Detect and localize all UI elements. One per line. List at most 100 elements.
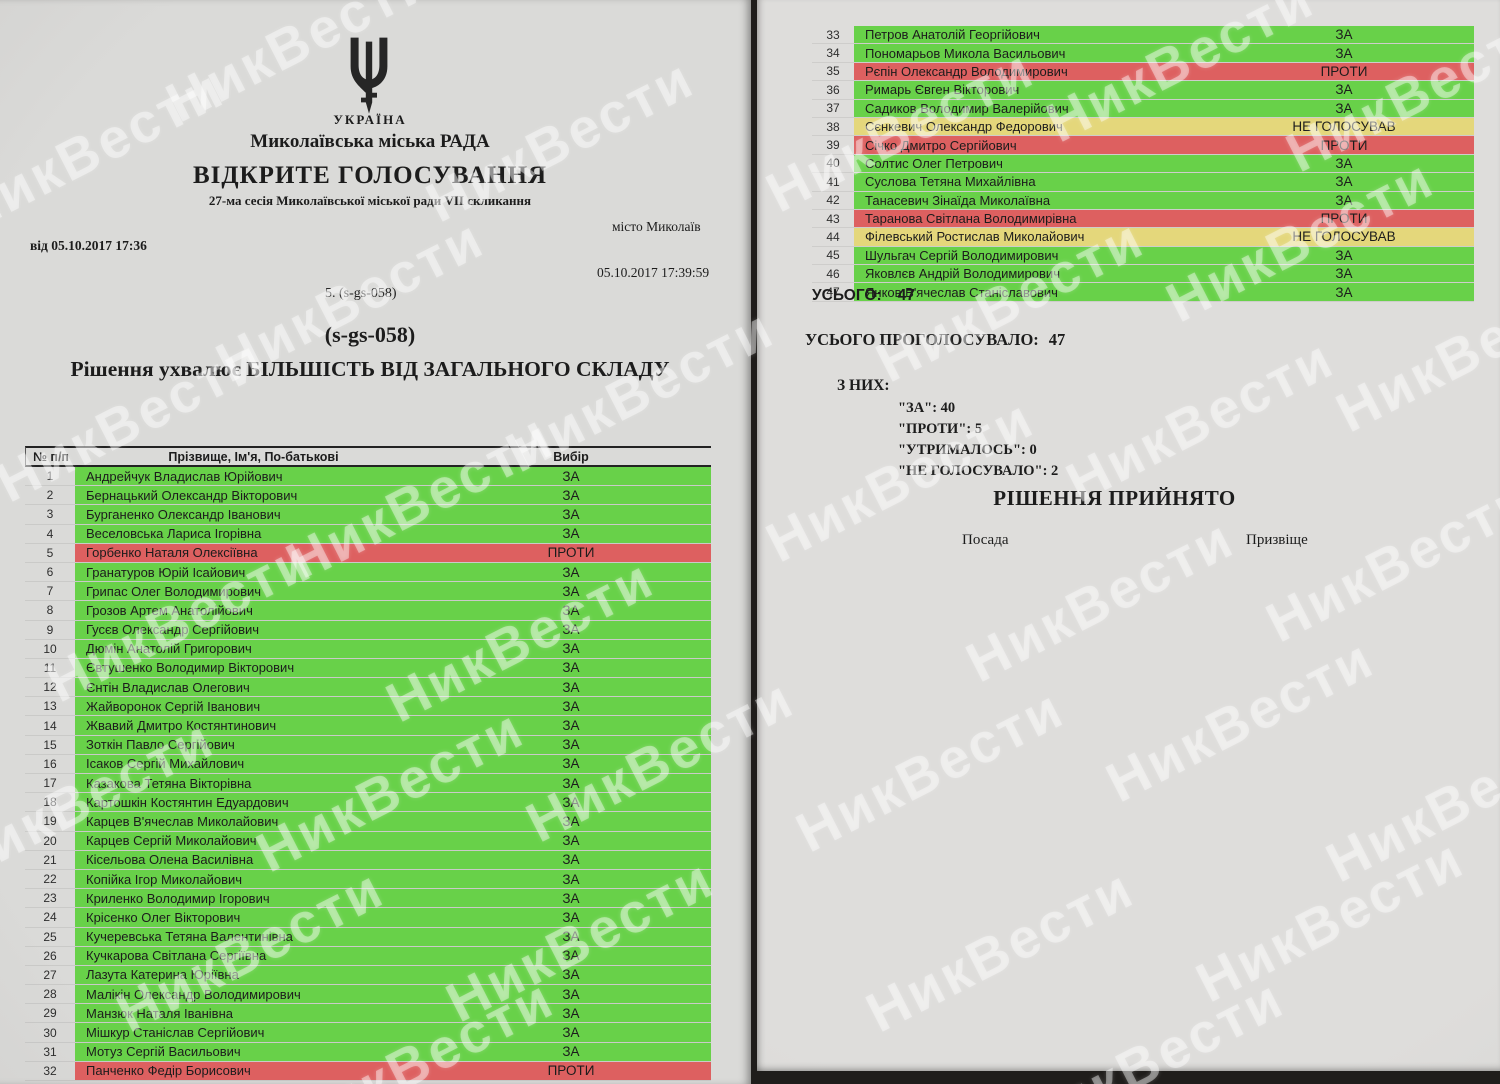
row-number: 19 [43,814,57,829]
highlight-band: Таранова Світлана Володимирівна ПРОТИ [854,209,1474,228]
row-number: 31 [43,1044,57,1059]
vote-value: ЗА [1335,27,1353,43]
deputy-name: Садиков Володимир Валерійович [865,100,1069,116]
deputy-name: Зоткін Павло Сергійович [86,737,235,753]
vote-row: 17 Казакова Тетяна Вікторівна ЗА [25,774,711,794]
deputy-name: Жвавий Дмитро Костянтинович [86,718,277,734]
row-number: 47 [826,285,840,300]
vote-value: ЗА [562,468,580,484]
deputy-name: Сєнкевич Олександр Федорович [865,119,1063,135]
highlight-band: Філевський Ростислав Миколайович НЕ ГОЛОС… [854,228,1474,246]
vote-value: ЗА [562,986,580,1002]
highlight-band: Дюмін Анатолій Григорович ЗА [75,639,711,658]
vote-row: 22 Копійка Ігор Миколайович ЗА [25,869,711,890]
deputy-name: Гусєв Олександр Сергійович [86,622,260,638]
signature-position-label: Посада [962,532,1009,548]
header-choice: Вибір [553,449,589,464]
vote-value: ЗА [562,967,580,983]
vote-row: 21 Кісельова Олена Василівна ЗА [25,850,711,870]
deputy-name: Кісельова Олена Василівна [86,852,254,868]
city-label: місто Миколаїв [612,219,701,234]
row-number: 39 [826,138,840,153]
vote-row: 41 Суслова Тетяна Михайлівна ЗА [812,173,1474,192]
deputy-name: Криленко Володимир Ігорович [86,890,270,906]
highlight-band: Шульгач Сергій Володимирович ЗА [854,246,1474,265]
row-number: 14 [43,718,57,733]
deputy-name: Римарь Євген Вікторович [865,82,1020,98]
vote-value: ЗА [1335,284,1353,300]
row-number: 43 [826,211,840,226]
vote-value: ЗА [562,1025,580,1041]
vote-row: 19 Карцев В'ячеслав Миколайович ЗА [25,812,711,832]
vote-row: 36 Римарь Євген Вікторович ЗА [812,81,1474,100]
vote-value: ЗА [562,564,580,580]
vote-row: 5 Горбенко Наталя Олексіївна ПРОТИ [25,543,711,563]
vote-row: 38 Сєнкевич Олександр Федорович НЕ ГОЛОСУВ… [812,117,1474,137]
row-number: 35 [826,64,840,79]
deputy-name: Картошкін Костянтин Едуардович [86,794,289,810]
vote-value: ЗА [562,756,580,772]
row-number: 33 [826,27,840,42]
highlight-band: Манзюк Наталя Іванівна ЗА [75,1004,711,1023]
highlight-band: Кісельова Олена Василівна ЗА [75,850,711,869]
vote-row: 18 Картошкін Костянтин Едуардович ЗА [25,793,711,813]
deputy-name: Петров Анатолій Георгійович [865,27,1040,43]
row-number: 41 [826,174,840,189]
highlight-band: Рєпін Олександр Володимирович ПРОТИ [854,62,1474,81]
row-number: 8 [46,603,54,618]
highlight-band: Гранатуров Юрій Ісайович ЗА [75,562,711,582]
vote-value: ЗА [562,871,580,887]
highlight-band: Кучкарова Світлана Сергіївна ЗА [75,946,711,965]
vote-value: НЕ ГОЛОСУВАВ [1292,229,1396,245]
row-number: 34 [826,46,840,61]
highlight-band: Лазута Катерина Юріївна ЗА [75,965,711,985]
highlight-band: Сєнкевич Олександр Федорович НЕ ГОЛОСУВАВ [854,117,1474,136]
vote-row: 6 Гранатуров Юрій Ісайович ЗА [25,562,711,583]
breakdown-line: "НЕ ГОЛОСУВАЛО": 2 [898,463,1059,479]
highlight-band: Карцев Сергій Миколайович ЗА [75,831,711,850]
vote-row: 24 Крісенко Олег Вікторович ЗА [25,908,711,928]
deputy-name: Грозов Артем Анатолійович [86,602,253,618]
vote-row: 34 Пономарьов Микола Васильович ЗА [812,44,1474,63]
vote-table-page2: 33 Петров Анатолій Георгійович ЗА 34 Пономар… [812,26,1474,302]
vote-row: 29 Манзюк Наталя Іванівна ЗА [25,1004,711,1024]
highlight-band: Картошкін Костянтин Едуардович ЗА [75,793,711,812]
vote-row: 7 Грипас Олег Володимирович ЗА [25,582,711,602]
row-number: 17 [43,776,57,791]
highlight-band: Суслова Тетяна Михайлівна ЗА [854,173,1474,191]
deputy-name: Філевський Ростислав Миколайович [865,229,1085,245]
row-number: 13 [43,699,57,714]
row-number: 2 [46,488,54,503]
vote-value: ЗА [562,622,580,638]
deputy-name: Карцев Сергій Миколайович [86,833,257,849]
deputy-name: Єнтін Владислав Олегович [86,679,250,695]
vote-row: 45 Шульгач Сергій Володимирович ЗА [812,246,1474,266]
deputy-name: Євтушенко Володимир Вікторович [86,660,295,676]
vote-value: ЗА [562,1005,580,1021]
highlight-band: Андрейчук Владислав Юрійович ЗА [75,467,711,486]
deputy-name: Бернацький Олександр Вікторович [86,487,298,503]
highlight-band: Євтушенко Володимир Вікторович ЗА [75,658,711,678]
vote-value: ЗА [562,718,580,734]
highlight-band: Крісенко Олег Вікторович ЗА [75,908,711,927]
deputy-name: Мотуз Сергій Васильович [86,1044,241,1060]
decision-result: РІШЕННЯ ПРИЙНЯТО [993,486,1236,510]
highlight-band: Грипас Олег Володимирович ЗА [75,582,711,601]
voted-label: УСЬОГО ПРОГОЛОСУВАЛО: [805,330,1039,349]
highlight-band: Горбенко Наталя Олексіївна ПРОТИ [75,543,711,562]
row-number: 4 [46,526,54,541]
vote-row: 14 Жвавий Дмитро Костянтинович ЗА [25,716,711,736]
vote-value: ЗА [1335,192,1353,208]
row-number: 32 [43,1063,57,1078]
total-line: УСЬОГО: 47 [812,287,915,305]
row-number: 37 [826,101,840,116]
deputy-name: Копійка Ігор Миколайович [86,871,243,887]
highlight-band: Пономарьов Микола Васильович ЗА [854,44,1474,62]
vote-value: ЗА [562,948,580,964]
page-1: УКРАЇНА Миколаївська міська РАДА ВІДКРИТ… [0,0,751,1084]
deputy-name: Казакова Тетяна Вікторівна [86,775,252,791]
deputy-name: Таранова Світлана Володимирівна [865,211,1077,227]
deputy-name: Пономарьов Микола Васильович [865,45,1066,61]
vote-value: ЗА [562,1044,580,1060]
document-title: ВІДКРИТЕ ГОЛОСУВАННЯ [192,162,548,189]
